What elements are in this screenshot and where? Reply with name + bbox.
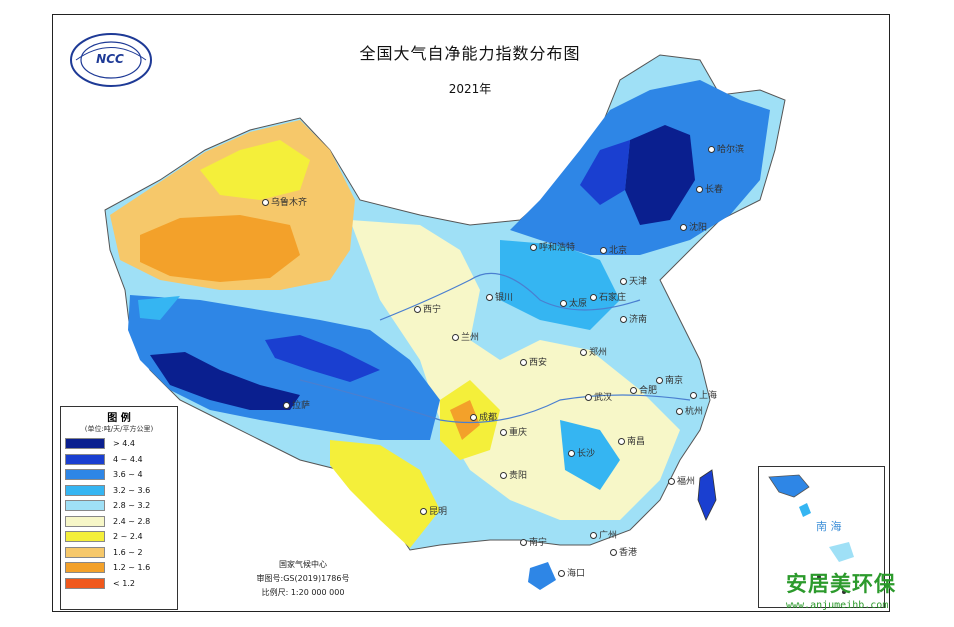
city-label: 兰州 xyxy=(452,330,479,343)
zone-tarim-orange xyxy=(140,215,300,282)
legend-label: 2 ~ 2.4 xyxy=(113,532,143,542)
legend-swatch xyxy=(65,531,105,543)
legend-swatch xyxy=(65,453,105,465)
legend-row: 1.6 ~ 2 xyxy=(61,545,177,561)
legend-swatch xyxy=(65,515,105,527)
city-label: 福州 xyxy=(668,474,695,487)
zone-yunnan-yellow xyxy=(330,440,440,548)
city-label: 杭州 xyxy=(676,404,703,417)
legend-swatch xyxy=(65,438,105,450)
city-label: 长春 xyxy=(696,182,723,195)
city-label: 郑州 xyxy=(580,345,607,358)
legend-label: < 1.2 xyxy=(113,578,135,588)
ncc-logo xyxy=(66,30,156,94)
city-label: 北京 xyxy=(600,243,627,256)
city-label: 西宁 xyxy=(414,302,441,315)
yellow-river xyxy=(379,272,641,321)
zone-taiwan xyxy=(697,469,717,521)
legend-label: 3.6 ~ 4 xyxy=(113,470,143,480)
zone-tibet-dark xyxy=(150,352,300,410)
legend-label: 2.8 ~ 3.2 xyxy=(113,501,151,511)
city-label: 南宁 xyxy=(520,535,547,548)
map-subtitle: 2021年 xyxy=(448,82,492,96)
legend-swatch xyxy=(65,577,105,589)
legend-label: 4 ~ 4.4 xyxy=(113,454,143,464)
zone-tibet-mid xyxy=(128,295,440,440)
watermark-url: www.anjumeihb.com xyxy=(786,600,889,611)
zone-northeast-dark xyxy=(625,125,695,225)
legend-title: 图 例 xyxy=(107,413,131,424)
city-label: 太原 xyxy=(560,296,587,309)
inset-label: 南 海 xyxy=(816,520,842,533)
city-label: 乌鲁木齐 xyxy=(262,195,307,208)
logo-text: NCC xyxy=(96,52,124,66)
city-label: 昆明 xyxy=(420,504,447,517)
zone-hainan xyxy=(528,562,556,590)
legend-row: < 1.2 xyxy=(61,576,177,592)
zone-northeast-deep xyxy=(580,140,630,205)
city-label: 南昌 xyxy=(618,434,645,447)
legend-row: 3.2 ~ 3.6 xyxy=(61,483,177,499)
city-label: 呼和浩特 xyxy=(530,240,575,253)
south-china-sea-inset xyxy=(758,466,885,608)
credits-map-number: 审图号:GS(2019)1786号 xyxy=(256,574,350,583)
legend-label: 1.6 ~ 2 xyxy=(113,547,143,557)
city-label: 上海 xyxy=(690,388,717,401)
city-label: 成都 xyxy=(470,410,497,423)
city-label: 拉萨 xyxy=(283,398,310,411)
zone-qinghai-dark xyxy=(265,335,380,382)
legend-swatch xyxy=(65,484,105,496)
legend-row: > 4.4 xyxy=(61,436,177,452)
legend-label: > 4.4 xyxy=(113,439,135,449)
legend-row: 3.6 ~ 4 xyxy=(61,467,177,483)
city-label: 银川 xyxy=(486,290,513,303)
city-label: 重庆 xyxy=(500,425,527,438)
credits-org: 国家气候中心 xyxy=(279,560,327,569)
zone-north-china-blue xyxy=(500,240,620,330)
map-credits: 国家气候中心 审图号:GS(2019)1786号 比例尺: 1:20 000 0… xyxy=(228,558,378,600)
city-label: 贵阳 xyxy=(500,468,527,481)
inset-map xyxy=(768,474,854,594)
city-label: 西安 xyxy=(520,355,547,368)
legend-unit: (单位:吨/天/平方公里) xyxy=(84,425,154,433)
credits-scale: 比例尺: 1:20 000 000 xyxy=(261,588,345,597)
legend-swatch xyxy=(65,546,105,558)
zone-xinjiang-yellow xyxy=(200,140,310,200)
map-legend: 图 例 (单位:吨/天/平方公里) > 4.4 4 ~ 4.4 3.6 ~ 4 3.2… xyxy=(60,406,178,610)
city-label: 沈阳 xyxy=(680,220,707,233)
legend-label: 1.2 ~ 1.6 xyxy=(113,563,151,573)
city-label: 合肥 xyxy=(630,383,657,396)
legend-label: 3.2 ~ 3.6 xyxy=(113,485,151,495)
legend-swatch xyxy=(65,500,105,512)
legend-row: 4 ~ 4.4 xyxy=(61,452,177,468)
city-label: 南京 xyxy=(656,373,683,386)
legend-swatch xyxy=(65,562,105,574)
legend-label: 2.4 ~ 2.8 xyxy=(113,516,151,526)
city-label: 哈尔滨 xyxy=(708,142,744,155)
city-label: 广州 xyxy=(590,528,617,541)
legend-row: 2.8 ~ 3.2 xyxy=(61,498,177,514)
legend-row: 2 ~ 2.4 xyxy=(61,529,177,545)
city-label: 石家庄 xyxy=(590,290,626,303)
legend-row: 2.4 ~ 2.8 xyxy=(61,514,177,530)
city-label: 济南 xyxy=(620,312,647,325)
legend-swatch xyxy=(65,469,105,481)
city-label: 长沙 xyxy=(568,446,595,459)
city-label: 香港 xyxy=(610,545,637,558)
city-label: 武汉 xyxy=(585,390,612,403)
city-label: 海口 xyxy=(558,566,585,579)
map-title: 全国大气自净能力指数分布图 xyxy=(359,44,581,63)
zone-tibet-light xyxy=(138,296,180,320)
legend-row: 1.2 ~ 1.6 xyxy=(61,560,177,576)
watermark-text: 安居美环保 xyxy=(786,572,896,596)
city-label: 天津 xyxy=(620,274,647,287)
